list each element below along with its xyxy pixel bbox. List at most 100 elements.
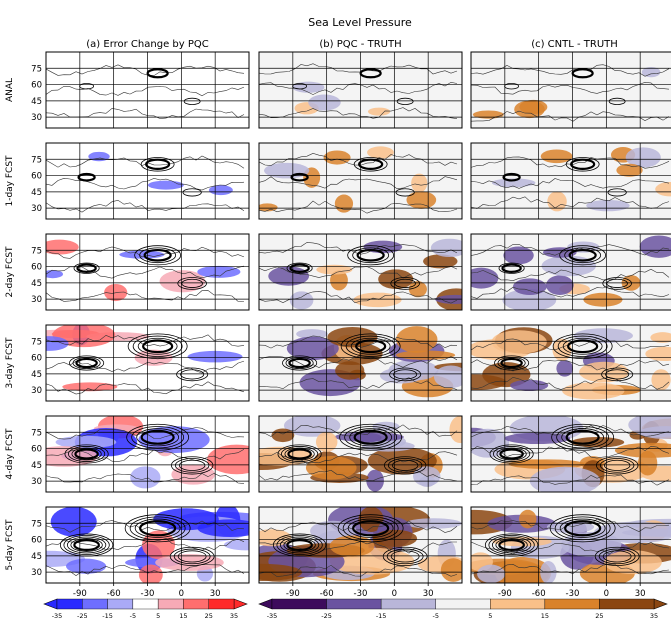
coastline [259,152,458,166]
colorbar-segment [132,598,159,610]
pressure-contour [395,188,415,197]
pressure-contour [140,157,175,172]
pressure-contour [495,538,528,552]
pressure-contour [339,423,403,451]
colorbar-extend-max [653,598,668,610]
x-tick-label: -60 [320,589,334,599]
shaded-anomaly [159,270,206,293]
panel-frame [470,324,671,402]
pressure-contour [282,355,318,371]
pressure-contour [142,339,174,354]
shaded-anomaly [471,267,499,289]
panel-frame [45,51,250,129]
shaded-anomaly [491,330,547,354]
map-panel [258,324,463,402]
pressure-contour [177,277,207,290]
pressure-contour [350,337,391,355]
colorbar-segment [326,598,382,610]
colorbar-tick-label: 25 [595,612,603,620]
pressure-contour [124,514,191,543]
pressure-contour [127,333,188,360]
shaded-anomaly [147,180,184,190]
shaded-anomaly [614,442,671,458]
colorbar-tick-label: 35 [230,612,238,620]
y-tick-label: 75 [31,155,42,165]
pressure-contour [126,423,190,451]
pressure-contour [602,550,632,563]
x-tick-label: -90 [498,589,512,599]
colorbars: -35 -25 -15 -5 5 15 25 35 -35 -25 -15 -5 5 15 25 35 [43,598,668,620]
map-panel [45,415,250,493]
pressure-contour [492,446,531,462]
shaded-anomaly [625,147,661,168]
shaded-anomaly [471,374,507,391]
pressure-contour [134,518,181,538]
colorbar-segment [107,598,134,610]
colorbar-segment [435,598,491,610]
shaded-anomaly [519,509,537,529]
shaded-anomaly [296,329,328,339]
panel-frame [470,415,671,493]
shaded-anomaly [396,326,438,353]
y-tick-label: 75 [31,519,42,529]
pressure-contour [182,188,202,197]
colorbar-tick-label: -5 [432,612,438,620]
shaded-anomaly [529,466,601,492]
pressure-contour [358,158,384,170]
y-tick-label: 60 [31,354,42,364]
pressure-contour [136,428,180,447]
colorbar-segment [599,598,655,610]
pressure-contour [174,458,210,473]
y-tick-label: 60 [31,81,42,91]
shaded-anomaly [542,247,577,258]
x-tick-label: -90 [73,589,87,599]
pressure-contour [386,548,424,565]
colorbar-segment [271,598,327,610]
shaded-anomaly [408,281,427,298]
coastline [259,335,458,349]
coastline [259,564,458,577]
pressure-contour [551,423,615,451]
pressure-contour [564,247,602,264]
shaded-anomaly [264,162,310,179]
colorbar-extend-min [43,598,58,610]
coastline [471,196,670,209]
shaded-anomaly [514,100,545,119]
pressure-contour [340,333,401,360]
shaded-anomaly [641,66,661,78]
panel-frame [45,415,250,493]
shaded-anomaly [46,269,63,279]
pressure-contour [177,550,207,563]
map-panel [470,324,671,402]
shaded-anomaly [372,421,400,432]
colorbar-tick-label: -5 [130,612,136,620]
shaded-anomaly [366,469,384,492]
shaded-anomaly [138,564,163,583]
y-tick-label: 75 [31,64,42,74]
coastline [46,64,245,76]
shaded-anomaly [334,194,354,213]
pressure-contour [549,514,616,543]
shaded-anomaly [335,361,365,380]
pressure-contour [606,278,628,288]
shaded-anomaly [616,163,643,177]
pressure-contour [352,520,390,537]
y-tick-label: 60 [31,445,42,455]
pressure-contour [139,247,177,264]
pressure-contour [131,426,185,449]
shaded-anomaly [510,379,549,392]
pressure-contour [353,429,388,445]
column-titles: (a) Error Change by PQC (b) PQC - TRUTH (c… [86,39,618,50]
shaded-anomaly [541,255,596,277]
shaded-anomaly [655,181,671,197]
pressure-contour [290,172,309,182]
shaded-anomaly [353,292,402,308]
coastline [46,537,245,551]
y-tick-label: 60 [31,172,42,182]
pressure-contour [559,245,607,266]
shaded-anomaly [512,278,547,296]
y-tick-label: 30 [31,477,42,487]
coastline [471,285,670,299]
pressure-contour [183,97,201,106]
pressure-contour [552,333,613,360]
